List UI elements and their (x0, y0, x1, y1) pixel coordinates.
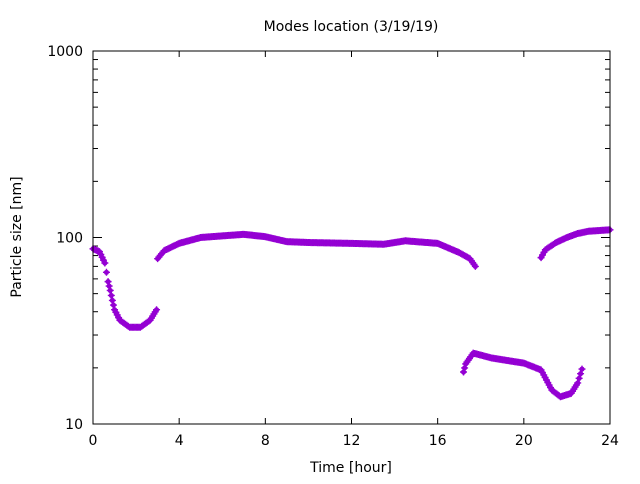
data-point-mode-1-early (101, 259, 109, 267)
x-tick-label: 4 (175, 433, 184, 449)
data-point-mode-1-early (102, 268, 110, 276)
chart-title: Modes location (3/19/19) (264, 19, 439, 35)
data-point-mode-2-evening (578, 365, 586, 373)
y-axis-label: Particle size [nm] (9, 176, 25, 297)
data-point-mode-1-early (107, 291, 115, 299)
plot-frame (92, 50, 611, 425)
x-tick-label: 20 (515, 433, 533, 449)
y-tick-label: 1000 (47, 44, 83, 60)
x-axis-label: Time [hour] (309, 460, 392, 476)
data-point-mode-1-day (471, 262, 479, 270)
x-tick-label: 12 (343, 433, 361, 449)
x-tick-label: 16 (429, 433, 447, 449)
data-point-mode-1-early (153, 306, 161, 314)
x-tick-label: 24 (601, 433, 619, 449)
data-point-mode-1-early (106, 286, 114, 294)
y-tick-label: 10 (65, 417, 83, 433)
y-tick-label: 100 (56, 231, 83, 247)
x-tick-label: 0 (89, 433, 98, 449)
x-tick-label: 8 (261, 433, 270, 449)
